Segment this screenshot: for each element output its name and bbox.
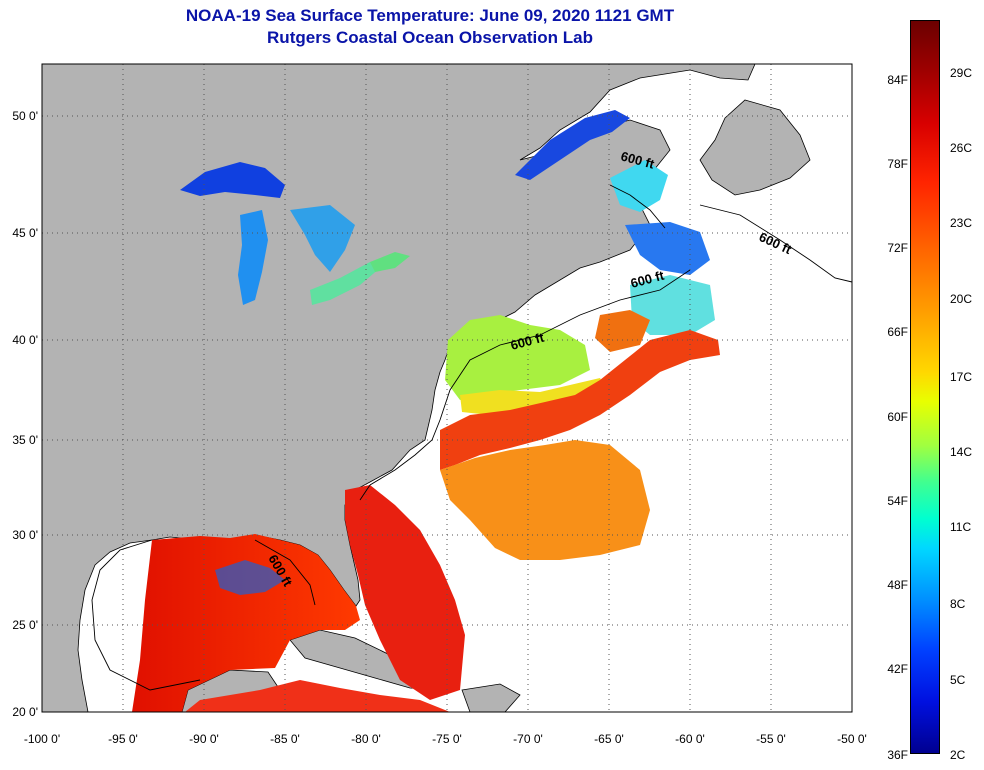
colorbar-label-f: 78F [887,157,908,171]
lon-label: -50 0' [837,732,867,746]
colorbar-label-f: 72F [887,241,908,255]
sst-mid-atlantic-shelf [445,315,590,400]
lon-label: -60 0' [675,732,705,746]
lat-label: 45 0' [12,226,38,240]
map-title: NOAA-19 Sea Surface Temperature: June 09… [185,6,675,25]
lon-label: -75 0' [432,732,462,746]
colorbar-label-f: 48F [887,578,908,592]
colorbar-label-f: 66F [887,325,908,339]
colorbar-label-c: 23C [950,216,973,230]
colorbar-label-c: 20C [950,292,973,306]
colorbar-label-c: 11C [950,520,972,534]
land-newfoundland [699,99,811,196]
isobath-600ft [91,184,853,691]
lat-label: 50 0' [12,109,38,123]
colorbar-label-c: 17C [950,370,973,384]
lat-label: 30 0' [12,528,38,542]
lon-label: -85 0' [270,732,300,746]
sst-georges-bank [630,275,715,335]
lon-label: -90 0' [189,732,219,746]
land-hispaniola [461,683,521,712]
sst-caribbean [185,680,450,712]
plot-frame [41,63,853,713]
lake-ontario [370,252,410,272]
colorbar-label-c: 14C [950,445,973,459]
colorbar-label-f: 42F [887,662,908,676]
sst-slope-water [460,378,610,415]
colorbar [910,20,940,754]
colorbar-label-c: 5C [950,673,966,687]
colorbar-label-f: 54F [887,494,908,508]
lon-label: -65 0' [594,732,624,746]
lat-label: 35 0' [12,433,38,447]
lon-label: -55 0' [756,732,786,746]
colorbar-label-c: 2C [950,748,966,762]
colorbar-label-f: 60F [887,410,908,424]
lake-superior [180,162,285,198]
sst-warm-eddy [595,310,650,352]
lon-label: -95 0' [108,732,138,746]
sst-gulf-st-lawrence [515,110,630,180]
sst-gulf-of-maine [625,222,710,275]
sst-gulf-coastal-cool [215,560,285,595]
lake-michigan [238,210,268,305]
lat-label: 40 0' [12,333,38,347]
sst-gulf-of-mexico [132,534,360,712]
lon-label: -100 0' [23,732,61,746]
sst-subtropical-atlantic [440,440,650,560]
colorbar-label-c: 29C [950,66,973,80]
lat-label: 20 0' [12,705,38,719]
colorbar-label-f: 84F [887,73,908,87]
colorbar-label-c: 26C [950,141,973,155]
lon-label: -80 0' [351,732,381,746]
lake-erie [310,262,380,305]
colorbar-label-c: 8C [950,597,966,611]
lon-label: -70 0' [513,732,543,746]
sst-florida-bahamas [345,485,465,700]
map-subtitle: Rutgers Coastal Ocean Observation Lab [267,28,593,47]
sst-scotian-shelf [610,160,668,212]
colorbar-label-f: 36F [887,748,908,762]
graticule [42,64,852,712]
sst-gulf-stream [440,330,720,470]
lake-huron [290,205,355,272]
lat-label: 25 0' [12,618,38,632]
